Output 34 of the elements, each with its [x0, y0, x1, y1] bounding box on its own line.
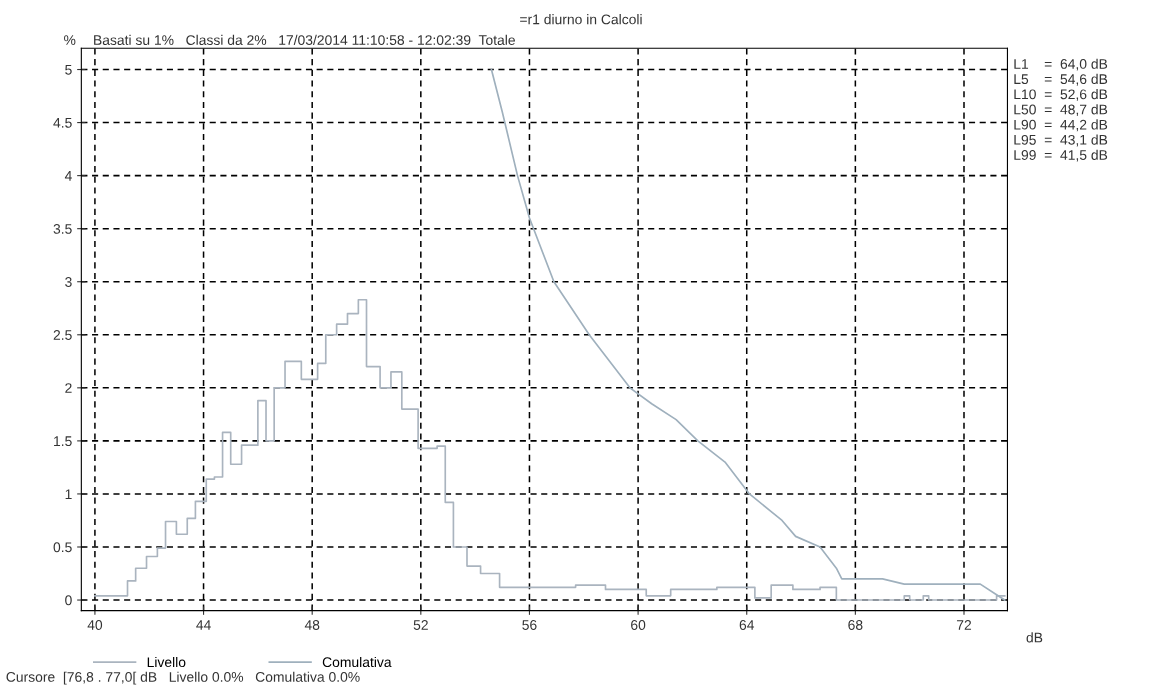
y-tick-label: 1 [65, 489, 72, 499]
text: L90 = 44,2 dB [1014, 119, 1108, 132]
text: Cursore [76,8 . 77,0[ dB Livello 0.0% Comulativa 0.0% [6, 671, 360, 685]
text: L50 = 48,7 dB [1014, 104, 1108, 117]
chart-subtitle: Basati su 1% Classi da 2% 17/03/2014 11:10:58 - 12:02:39 Totale [94, 34, 515, 45]
text: L10 = 52,6 dB [1014, 89, 1108, 101]
x-tick-label: 64 [739, 620, 755, 630]
y-tick-label: 4.5 [53, 118, 72, 128]
x-tick-label: 68 [848, 620, 863, 630]
text: L1 = 64,0 dB [1014, 58, 1108, 71]
legend-label: Livello [147, 656, 186, 668]
y-axis-title: % [64, 35, 76, 45]
y-tick-label: 0.5 [53, 542, 72, 553]
y-tick-label: 5 [65, 65, 72, 75]
x-tick-label: 60 [631, 620, 646, 630]
y-tick-label: 3 [65, 277, 72, 287]
y-tick-label: 2.5 [53, 330, 72, 340]
x-tick-label: 48 [304, 620, 320, 630]
y-tick-label: 1.5 [54, 436, 72, 447]
y-tick-label: 4 [64, 171, 72, 181]
text: L99 = 41,5 dB [1014, 149, 1108, 162]
x-axis-title: dB [1026, 632, 1043, 643]
legend-label: Comulativa [322, 656, 392, 668]
y-tick-label: 2 [65, 383, 72, 393]
y-tick-label: 0 [65, 595, 72, 606]
chart-title: =r1 diurno in Calcoli [520, 14, 642, 25]
y-tick-label: 3.5 [53, 224, 72, 234]
x-tick-label: 72 [956, 620, 972, 630]
text: L5 = 54,6 dB [1014, 73, 1108, 86]
x-tick-label: 40 [87, 620, 103, 630]
x-tick-label: 56 [522, 620, 537, 630]
x-tick-label: 44 [196, 620, 211, 630]
text: L95 = 43,1 dB [1014, 134, 1108, 147]
x-tick-label: 52 [413, 620, 428, 630]
